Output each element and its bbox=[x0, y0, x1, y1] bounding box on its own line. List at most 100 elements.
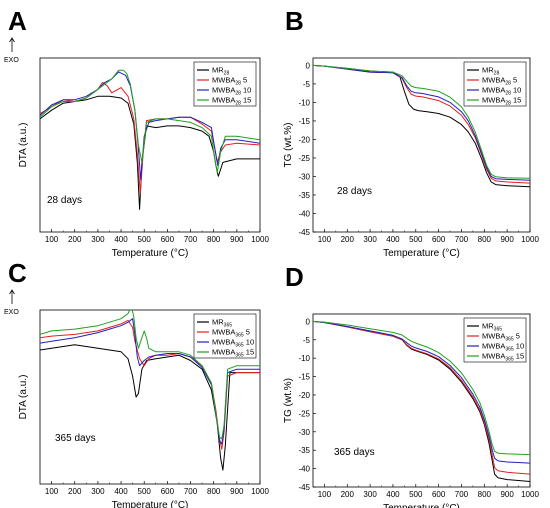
x-tick-label: 100 bbox=[45, 235, 59, 244]
panel-letter: D bbox=[285, 262, 304, 292]
y-tick-label: -35 bbox=[298, 191, 310, 200]
x-tick-label: 500 bbox=[409, 235, 423, 244]
x-tick-label: 200 bbox=[68, 235, 82, 244]
x-tick-label: 600 bbox=[161, 487, 175, 496]
y-tick-label: 0 bbox=[306, 317, 311, 326]
legend-entry: MWBA365 15 bbox=[482, 352, 524, 363]
period-annotation: 28 days bbox=[47, 195, 82, 206]
x-tick-label: 300 bbox=[363, 235, 377, 244]
exo-label: EXO bbox=[4, 57, 19, 64]
x-tick-label: 600 bbox=[432, 490, 446, 499]
x-tick-label: 600 bbox=[432, 235, 446, 244]
plot-frame bbox=[312, 313, 531, 488]
period-annotation: 28 days bbox=[337, 186, 372, 197]
x-tick-label: 100 bbox=[318, 235, 332, 244]
panel-c: C 100 200 300 400 500 600 700 800 900 1000 Temperat… bbox=[4, 258, 269, 508]
exo-arrowhead-icon bbox=[9, 289, 15, 295]
y-tick-label: -40 bbox=[298, 209, 310, 218]
x-tick-label: 200 bbox=[341, 235, 355, 244]
y-tick-label: -30 bbox=[298, 428, 310, 437]
legend-entry: MWBA365 10 bbox=[482, 342, 524, 353]
x-tick-label: 800 bbox=[478, 490, 492, 499]
y-tick-label: -25 bbox=[298, 154, 310, 163]
period-annotation: 365 days bbox=[55, 433, 96, 444]
y-tick-label: -30 bbox=[298, 172, 310, 181]
x-tick-label: 500 bbox=[138, 487, 152, 496]
series-line-3 bbox=[40, 310, 260, 440]
x-tick-label: 900 bbox=[500, 235, 514, 244]
panel-b: B 100 200 300 400 500 600 700 800 900 1000 0 -5 -10 -1… bbox=[283, 6, 539, 259]
legend-entry: MWBA28 5 bbox=[482, 76, 517, 87]
y-tick-label: -35 bbox=[298, 446, 310, 455]
x-tick-label: 800 bbox=[207, 235, 221, 244]
y-tick-label: -25 bbox=[298, 409, 310, 418]
x-tick-label: 500 bbox=[138, 235, 152, 244]
legend-entry: MWBA28 15 bbox=[212, 96, 251, 107]
y-tick-label: -20 bbox=[298, 391, 310, 400]
series-line-3 bbox=[40, 69, 260, 174]
y-axis-title: DTA (a.u.) bbox=[18, 375, 29, 420]
legend-entry: MR28 bbox=[212, 66, 229, 77]
y-tick-label: -20 bbox=[298, 135, 310, 144]
period-annotation: 365 days bbox=[334, 447, 375, 458]
legend-entry: MWBA365 5 bbox=[482, 332, 520, 343]
x-tick-label: 900 bbox=[500, 490, 514, 499]
legend-entry: MR365 bbox=[482, 322, 502, 333]
plot-frame bbox=[39, 309, 261, 485]
x-tick-label: 300 bbox=[91, 235, 105, 244]
x-tick-label: 400 bbox=[114, 235, 128, 244]
y-tick-label: -10 bbox=[298, 98, 310, 107]
x-tick-label: 1000 bbox=[521, 490, 539, 499]
x-tick-label: 500 bbox=[409, 490, 423, 499]
panel-a: A 100 200 300 400 500 600 700 800 900 1000 Temperat… bbox=[4, 6, 269, 259]
legend-entry: MR365 bbox=[212, 318, 232, 329]
x-axis-title: Temperature (°C) bbox=[112, 248, 189, 259]
y-tick-label: -15 bbox=[298, 373, 310, 382]
legend-box bbox=[463, 317, 527, 363]
x-tick-label: 1000 bbox=[251, 487, 269, 496]
x-tick-label: 400 bbox=[386, 235, 400, 244]
series-line-2 bbox=[40, 318, 260, 445]
exo-label: EXO bbox=[4, 309, 19, 316]
y-axis-title: TG (wt.%) bbox=[283, 123, 294, 168]
legend-entry: MWBA28 15 bbox=[482, 96, 521, 107]
x-tick-label: 600 bbox=[161, 235, 175, 244]
panel-d: D 100 200 300 400 500 600 700 800 900 1000 0 -5 -10 -1… bbox=[283, 262, 539, 508]
series-line-2 bbox=[313, 320, 530, 464]
x-tick-label: 800 bbox=[478, 235, 492, 244]
x-tick-label: 700 bbox=[184, 487, 198, 496]
series-line-3 bbox=[313, 64, 530, 179]
x-tick-label: 1000 bbox=[521, 235, 539, 244]
x-tick-label: 100 bbox=[318, 490, 332, 499]
series-line-2 bbox=[313, 64, 530, 181]
series-line-0 bbox=[40, 95, 260, 210]
x-tick-label: 400 bbox=[114, 487, 128, 496]
panel-letter: A bbox=[8, 6, 27, 36]
legend-entry: MR28 bbox=[482, 66, 499, 77]
y-tick-label: -45 bbox=[298, 228, 310, 237]
panel-letter: B bbox=[285, 6, 304, 36]
legend-entry: MWBA28 5 bbox=[212, 76, 247, 87]
exo-arrowhead-icon bbox=[9, 37, 15, 43]
x-tick-label: 900 bbox=[230, 487, 244, 496]
y-tick-label: -45 bbox=[298, 483, 310, 492]
x-tick-label: 1000 bbox=[251, 235, 269, 244]
legend-entry: MWBA28 10 bbox=[212, 86, 251, 97]
y-tick-label: -40 bbox=[298, 465, 310, 474]
y-axis-title: TG (wt.%) bbox=[283, 378, 294, 423]
x-tick-label: 200 bbox=[68, 487, 82, 496]
x-axis-title: Temperature (°C) bbox=[112, 500, 189, 508]
y-tick-label: -10 bbox=[298, 354, 310, 363]
x-tick-label: 100 bbox=[45, 487, 59, 496]
x-tick-label: 400 bbox=[386, 490, 400, 499]
legend-entry: MWBA365 15 bbox=[212, 348, 254, 359]
x-axis-title: Temperature (°C) bbox=[383, 503, 460, 508]
y-tick-label: 0 bbox=[306, 61, 311, 70]
legend-entry: MWBA365 5 bbox=[212, 328, 250, 339]
legend-box bbox=[193, 313, 257, 359]
series-line-1 bbox=[313, 320, 530, 475]
series-line-0 bbox=[40, 344, 260, 471]
x-tick-label: 700 bbox=[455, 490, 469, 499]
x-tick-label: 700 bbox=[455, 235, 469, 244]
